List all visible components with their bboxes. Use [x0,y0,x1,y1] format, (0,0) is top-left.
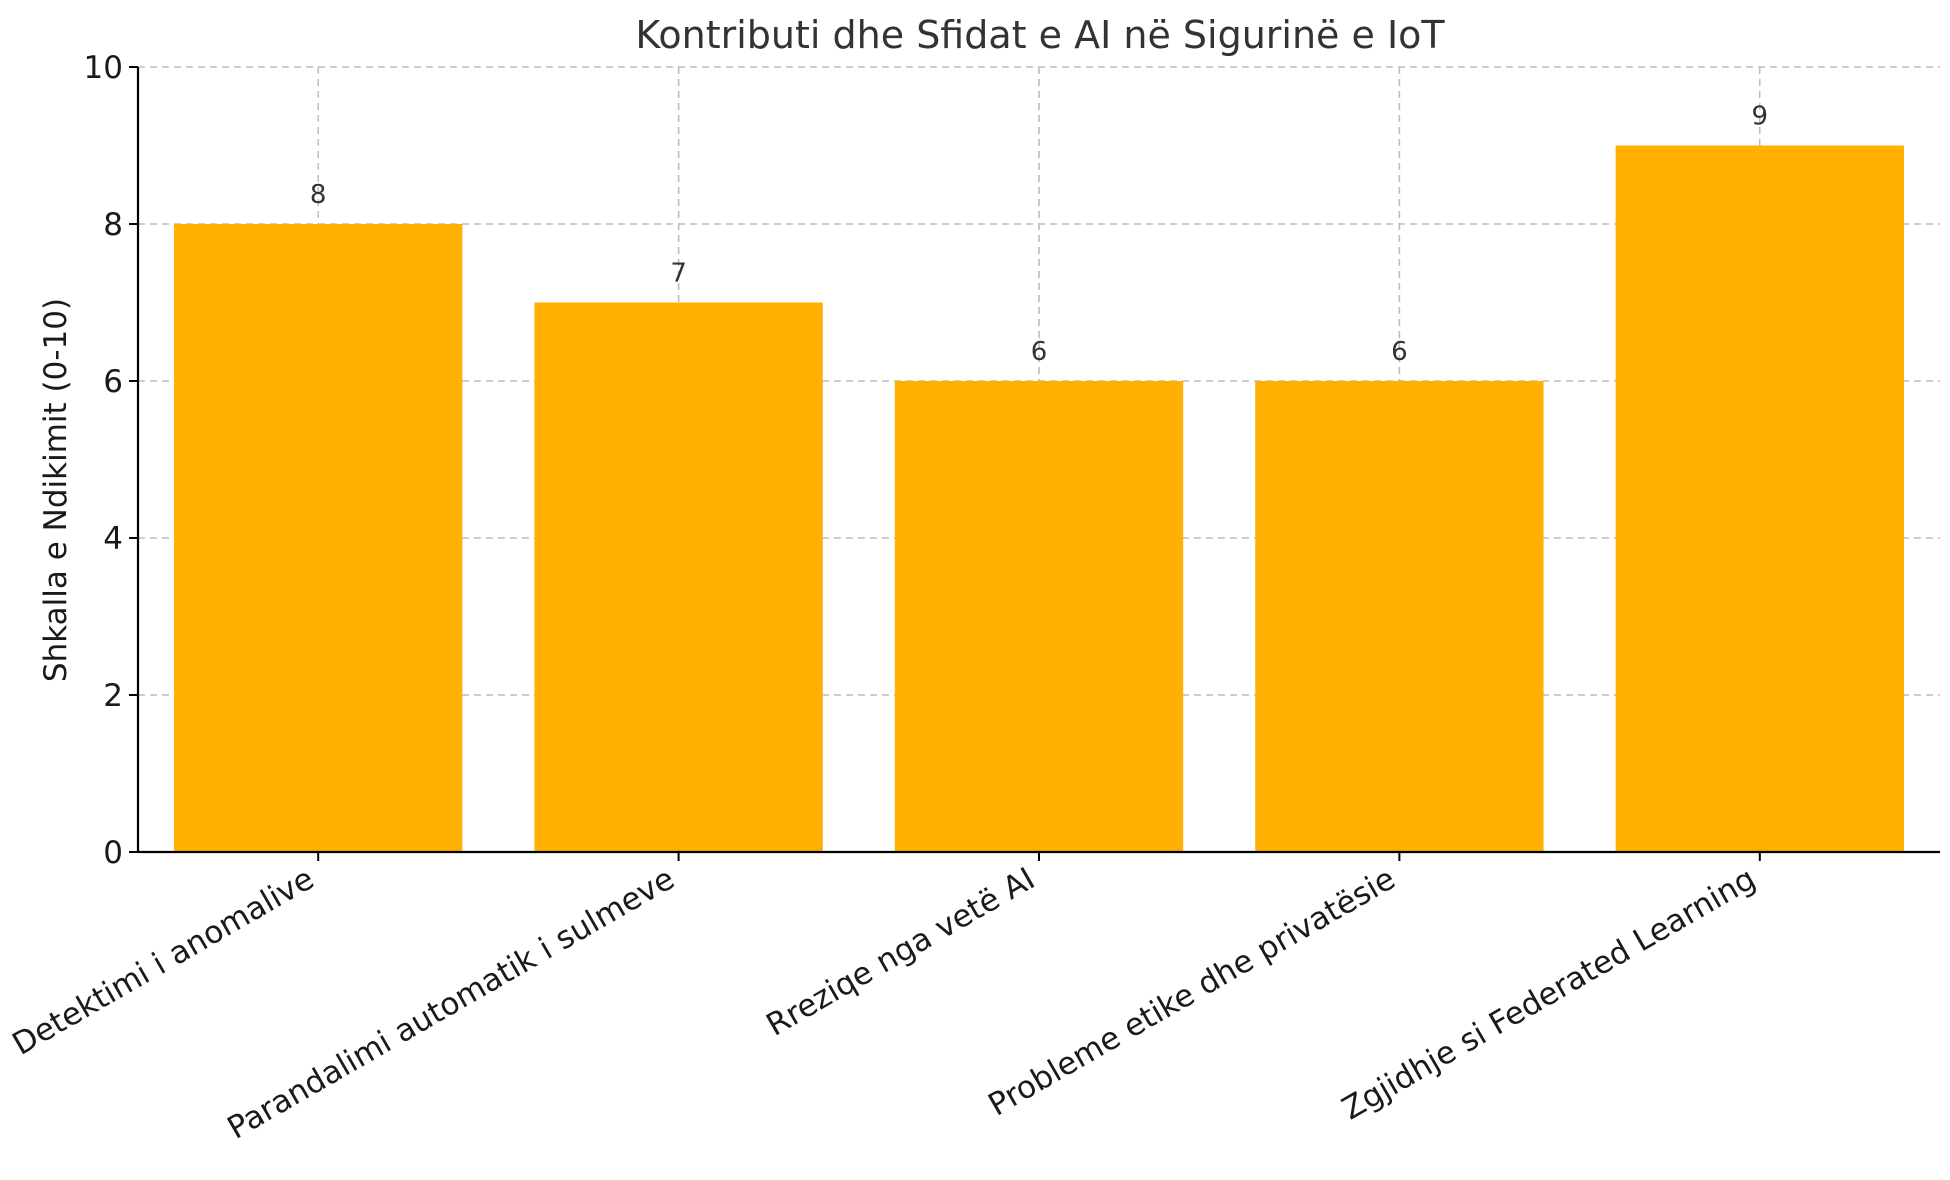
y-tick-label: 6 [103,364,123,400]
x-tick-label: Rreziqe nga vetë AI [760,861,1041,1044]
y-axis-label: Shkalla e Ndikimit (0-10) [38,298,74,682]
axes [129,66,1940,861]
x-tick-label: Zgjidhje si Federated Learning [1336,861,1762,1128]
chart-title: Kontributi dhe Sfidat e AI në Sigurinë e… [635,13,1445,57]
x-tick-label: Probleme etike dhe privatësie [982,861,1401,1124]
data-label: 8 [310,180,327,210]
data-label: 9 [1752,102,1769,132]
bar [174,224,463,852]
y-tick-label: 8 [103,207,123,243]
x-tick-label: Detektimi i anomalive [6,861,320,1063]
bar [1615,145,1904,852]
data-label: 7 [670,259,687,289]
data-label: 6 [1391,337,1408,367]
bar [1255,381,1544,852]
y-tick-label: 2 [103,678,123,714]
y-tick-label: 4 [103,521,123,557]
y-tick-label: 10 [84,50,123,86]
data-label: 6 [1031,337,1048,367]
bar [534,302,823,852]
bar [894,381,1184,852]
y-tick-label: 0 [103,835,123,871]
bars [174,67,1904,852]
